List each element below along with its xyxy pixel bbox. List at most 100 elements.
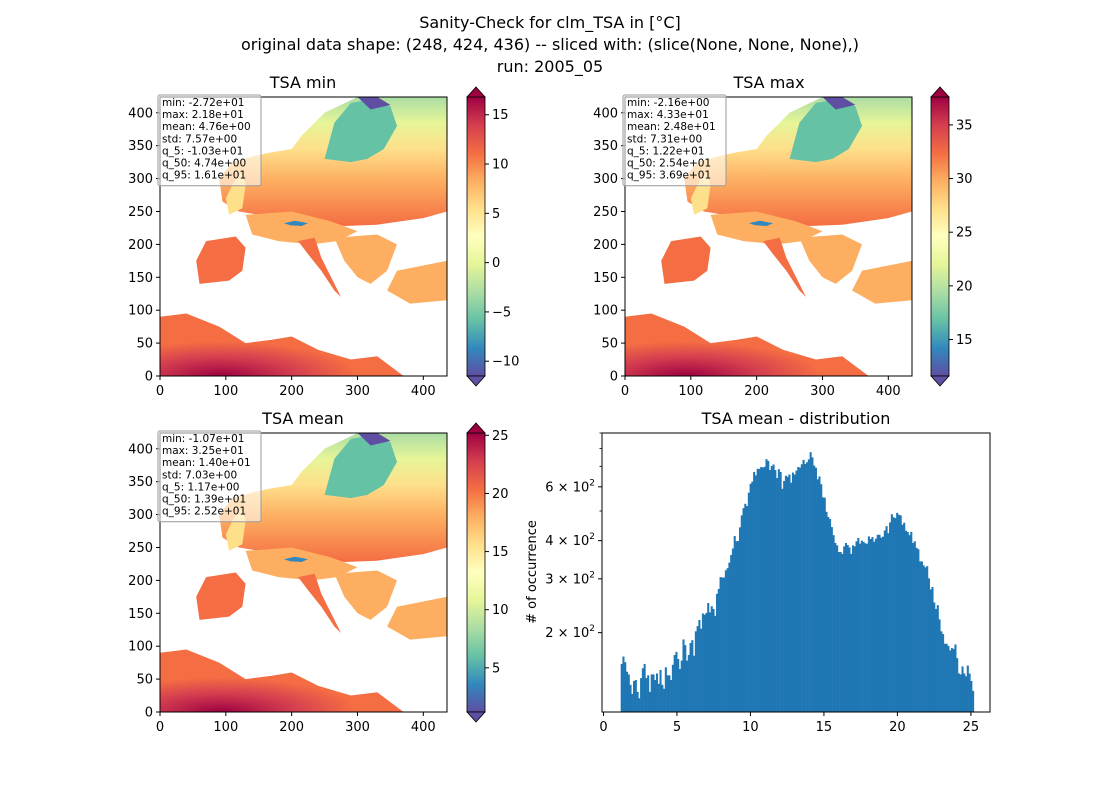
stats-line: mean: 1.40e+01 <box>162 457 251 469</box>
histogram-bar <box>753 471 756 712</box>
colorbar-extend-top <box>930 86 950 98</box>
land-italy <box>298 237 341 297</box>
histogram-bar <box>749 483 752 712</box>
histogram-bar <box>761 467 764 712</box>
histogram-bar <box>912 542 915 712</box>
histogram-bar <box>821 497 825 712</box>
y-tick-label: 100 <box>128 640 153 655</box>
y-tick-label: 250 <box>128 541 153 556</box>
histogram-bar <box>636 691 639 712</box>
x-tick-label: 0 <box>156 720 164 735</box>
histogram-bar <box>940 631 943 712</box>
tsa-max-axes: 0 100 200 300 400 0 50 100 150 200 250 300 350 400 <box>593 96 913 399</box>
histogram-bar <box>647 675 650 712</box>
histogram-bar <box>864 543 867 712</box>
histogram-bar <box>915 547 918 712</box>
tsa-max-title: TSA max <box>732 73 804 92</box>
colorbar-body <box>466 96 486 377</box>
histogram-bar <box>899 515 902 712</box>
histogram-bar <box>686 660 689 712</box>
histogram-bar <box>866 543 869 712</box>
x-tick-label: 300 <box>810 384 835 399</box>
histogram-bar <box>723 577 726 712</box>
stats-line: max: 2.18e+01 <box>162 109 244 121</box>
y-tick-label: 0 <box>610 370 618 385</box>
stats-box-frame <box>157 430 262 523</box>
histogram-bar <box>777 469 780 712</box>
histogram-bar <box>956 658 959 712</box>
histogram-bar <box>728 562 731 712</box>
land-alps <box>283 556 309 562</box>
histogram-bar <box>694 631 697 712</box>
histogram-spine <box>601 432 991 713</box>
stats-line: min: -2.16e+00 <box>627 97 709 109</box>
x-tick-label: 300 <box>345 720 370 735</box>
y-tick-label: 250 <box>128 205 153 220</box>
tsa-mean-panel: TSA mean 0 100 200 300 400 0 50 100 150 200 250 300… <box>128 409 508 735</box>
histogram-bar <box>844 542 847 712</box>
y-tick-label: 300 <box>128 172 153 187</box>
histogram-bar <box>675 651 678 712</box>
y-tick-label: 100 <box>593 304 618 319</box>
colorbar-extend-top <box>466 422 486 434</box>
x-tick-label: 400 <box>411 720 436 735</box>
land-north-africa <box>160 649 404 712</box>
land-scandinavia <box>789 99 862 163</box>
land-alps <box>748 220 774 226</box>
tsa-min-colorbar: −10 −5 0 5 10 15 <box>466 86 519 387</box>
stats-line: min: -2.72e+01 <box>162 97 244 109</box>
land-balkans <box>334 234 397 284</box>
y-tick-label: 300 <box>593 172 618 187</box>
histogram-bar <box>714 615 717 712</box>
x-tick-label: 200 <box>279 720 304 735</box>
histogram-bar <box>691 640 694 712</box>
land-central-europe <box>245 211 358 245</box>
histogram-bar <box>654 679 657 712</box>
histogram-bar <box>919 561 922 712</box>
colorbar-tick-label: 20 <box>956 279 973 294</box>
y-tick-label: 200 <box>128 574 153 589</box>
histogram-bar <box>839 552 842 712</box>
histogram-bar <box>903 522 906 712</box>
histogram-bar <box>673 655 676 712</box>
stats-box-frame <box>157 94 262 187</box>
histogram-bar <box>659 669 662 712</box>
axes-spine <box>624 96 913 377</box>
tsa-min-axes: 0 100 200 300 400 0 50 100 150 200 250 300 350 400 <box>128 96 448 399</box>
stats-line: q_50: 1.39e+01 <box>162 494 246 506</box>
histogram-bar <box>622 656 625 712</box>
histogram-bar <box>867 536 870 712</box>
histogram-bar <box>890 514 893 712</box>
land-arctic <box>822 97 856 110</box>
histogram-bar <box>804 463 807 712</box>
histogram-bar <box>968 673 971 712</box>
histogram-bar <box>791 472 795 712</box>
histogram-bar <box>624 662 627 712</box>
land-italy <box>298 573 341 633</box>
histogram-bar <box>908 535 911 712</box>
histogram-bar <box>873 541 876 712</box>
stats-line: std: 7.57e+00 <box>162 133 237 145</box>
histogram-bar <box>790 482 793 712</box>
colorbar-tick-label: 15 <box>956 333 973 348</box>
histogram-bar <box>703 614 706 712</box>
y-tick-label: 400 <box>593 106 618 121</box>
tsa-min-title: TSA min <box>269 73 336 92</box>
histogram-bar <box>848 547 851 712</box>
histogram-bar <box>945 643 948 712</box>
histogram-bar <box>772 464 775 712</box>
histogram-bar <box>924 567 927 712</box>
histogram-bar <box>770 465 773 712</box>
histogram-bar <box>707 603 710 712</box>
stats-line: std: 7.31e+00 <box>627 133 702 145</box>
histogram-bar <box>942 633 945 712</box>
x-tick-label: 15 <box>816 720 833 735</box>
land-balkans <box>334 570 397 620</box>
land-iberia <box>196 572 246 620</box>
y-tick-label: 350 <box>128 139 153 154</box>
histogram-bar <box>682 639 685 712</box>
histogram-bar <box>829 518 832 712</box>
histogram-bar <box>820 484 823 712</box>
histogram-bar <box>922 565 925 712</box>
